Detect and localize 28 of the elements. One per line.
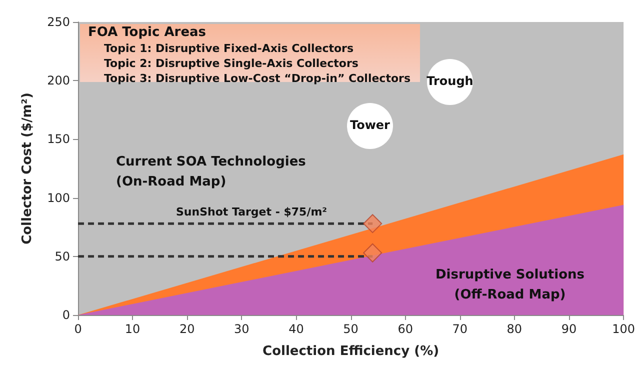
- annotation: Topic 3: Disruptive Low-Cost “Drop-in” Collectors: [104, 72, 411, 85]
- x-tick-label: 30: [234, 322, 250, 336]
- x-tick-label: 20: [179, 322, 195, 336]
- annotation: Topic 1: Disruptive Fixed-Axis Collectors: [104, 42, 354, 55]
- y-tick-label: 0: [62, 308, 70, 322]
- y-tick-label: 100: [47, 190, 70, 205]
- x-tick-label: 70: [452, 322, 468, 336]
- x-tick-label: 90: [561, 322, 577, 336]
- x-axis-title: Collection Efficiency (%): [262, 344, 440, 359]
- annotation: Disruptive Solutions (Off-Road Map): [435, 268, 585, 302]
- annotation: FOA Topic Areas: [88, 25, 206, 40]
- x-tick-label: 0: [74, 322, 82, 336]
- x-tick-label: 60: [398, 322, 413, 336]
- y-axis-title: Collector Cost ($/m²): [20, 92, 35, 244]
- x-tick-label: 10: [124, 322, 140, 336]
- annotation: Current SOA Technologies (On-Road Map): [116, 154, 306, 190]
- y-tick-label: 200: [47, 74, 70, 88]
- x-tick-label: 100: [612, 322, 635, 336]
- y-tick-label: 50: [54, 249, 70, 264]
- x-tick-label: 80: [506, 322, 522, 336]
- annotation: Trough: [426, 74, 474, 88]
- annotation: SunShot Target - $75/m²: [176, 206, 328, 218]
- x-tick-label: 40: [288, 322, 304, 336]
- annotation: Topic 2: Disruptive Single-Axis Collectors: [104, 57, 359, 70]
- x-tick-label: 50: [343, 322, 358, 336]
- annotation: Tower: [349, 118, 391, 132]
- y-tick-label: 150: [47, 132, 70, 146]
- y-tick-label: 250: [47, 15, 70, 29]
